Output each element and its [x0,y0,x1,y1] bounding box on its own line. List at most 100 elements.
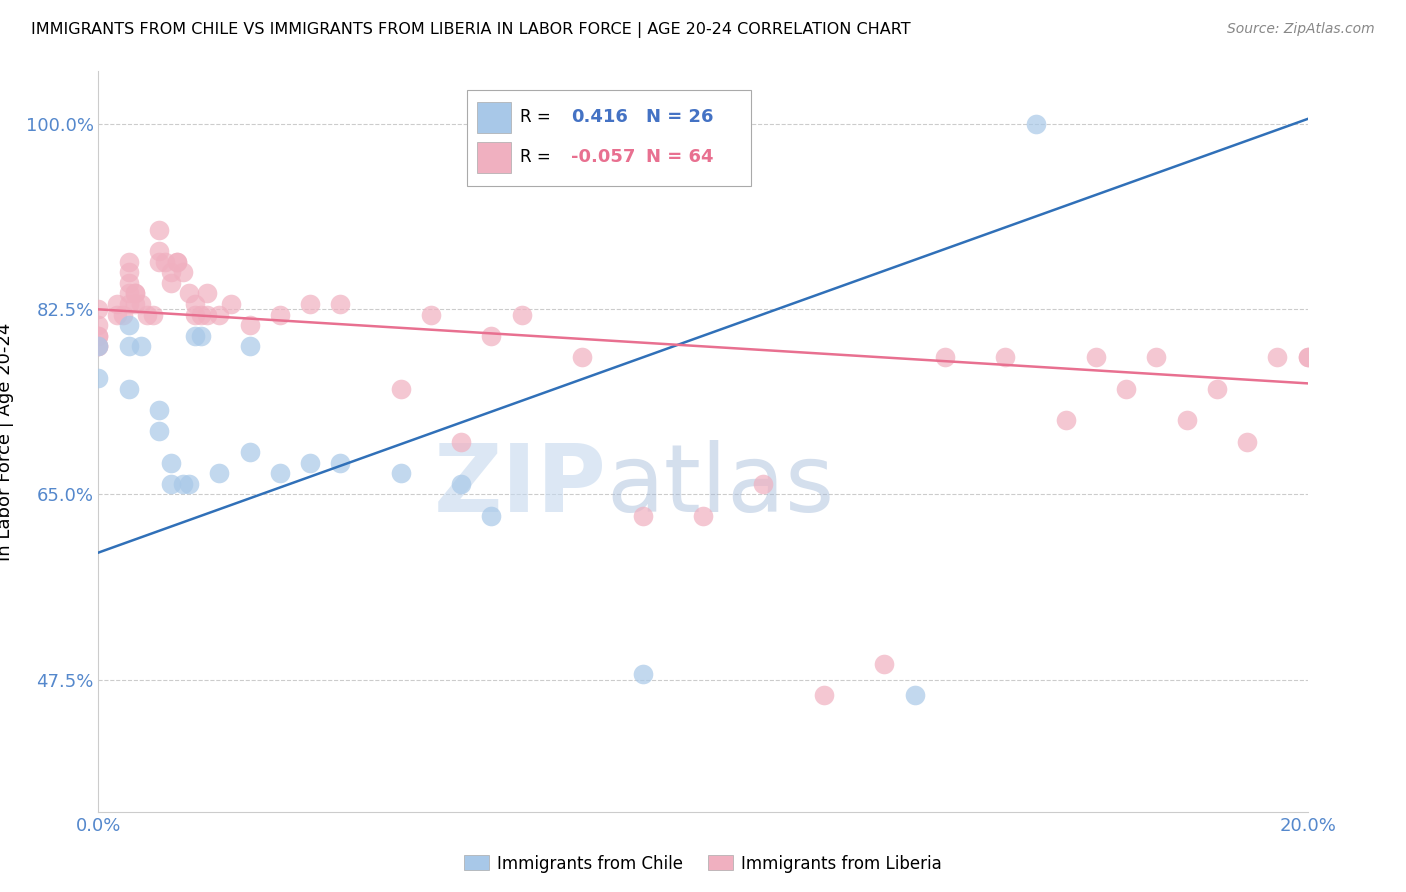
Point [1267,350,1289,364]
Point [142,308,165,322]
Point [87,339,110,353]
Point [87,339,110,353]
Point [389,467,412,481]
Point [450,476,472,491]
Point [105,297,128,311]
Point [129,339,152,353]
Text: -0.057: -0.057 [571,147,636,166]
Point [148,254,170,268]
Point [179,286,201,301]
Point [153,254,176,268]
Point [1236,434,1258,449]
Point [752,476,775,491]
Point [148,424,170,438]
Point [160,265,183,279]
Point [1054,413,1077,427]
FancyBboxPatch shape [467,90,751,186]
Point [481,508,503,523]
Point [118,339,141,353]
Point [269,308,291,322]
Point [118,297,141,311]
Point [179,476,201,491]
Point [934,350,956,364]
Point [631,508,654,523]
Text: N = 26: N = 26 [647,108,714,126]
Point [184,308,207,322]
Point [994,350,1017,364]
Point [160,456,183,470]
Point [160,476,183,491]
Point [124,297,146,311]
Point [510,308,533,322]
Point [87,302,110,317]
Point [118,382,141,396]
Point [239,339,262,353]
Point [1024,117,1046,131]
Point [118,254,141,268]
Point [269,467,291,481]
Point [190,308,212,322]
Point [1115,382,1137,396]
Point [118,286,141,301]
Point [184,297,207,311]
Text: N = 64: N = 64 [647,147,714,166]
Point [1175,413,1198,427]
Text: R =: R = [520,108,551,126]
Point [124,286,146,301]
Point [481,328,503,343]
Point [389,382,412,396]
Text: atlas: atlas [606,440,835,532]
Point [1144,350,1167,364]
Point [148,244,170,259]
Text: Source: ZipAtlas.com: Source: ZipAtlas.com [1227,22,1375,37]
Point [166,254,188,268]
Text: 0.416: 0.416 [571,108,628,126]
Point [148,223,170,237]
Point [299,297,322,311]
Point [105,308,128,322]
Point [239,445,262,459]
Text: ZIP: ZIP [433,440,606,532]
Point [87,328,110,343]
Point [904,689,927,703]
Point [1085,350,1108,364]
Point [87,328,110,343]
Point [631,667,654,681]
Point [172,476,194,491]
Point [124,286,146,301]
Point [87,371,110,385]
Point [195,286,218,301]
Point [329,456,352,470]
Point [118,276,141,290]
Point [208,467,231,481]
Point [184,328,207,343]
Y-axis label: In Labor Force | Age 20-24: In Labor Force | Age 20-24 [0,322,14,561]
Legend: Immigrants from Chile, Immigrants from Liberia: Immigrants from Chile, Immigrants from L… [457,848,949,880]
Point [166,254,188,268]
Point [221,297,243,311]
Point [111,308,134,322]
Point [118,318,141,333]
Point [813,689,835,703]
Point [87,339,110,353]
Text: R =: R = [520,147,551,166]
Point [87,318,110,333]
Point [129,297,152,311]
Point [329,297,352,311]
Point [571,350,593,364]
Point [190,328,212,343]
Point [450,434,472,449]
Point [1296,350,1319,364]
Point [873,657,896,671]
Point [118,265,141,279]
Point [1296,350,1319,364]
FancyBboxPatch shape [477,102,510,133]
Point [208,308,231,322]
Point [135,308,157,322]
Point [299,456,322,470]
Point [1206,382,1229,396]
Point [148,402,170,417]
Point [160,276,183,290]
Point [692,508,714,523]
Point [239,318,262,333]
